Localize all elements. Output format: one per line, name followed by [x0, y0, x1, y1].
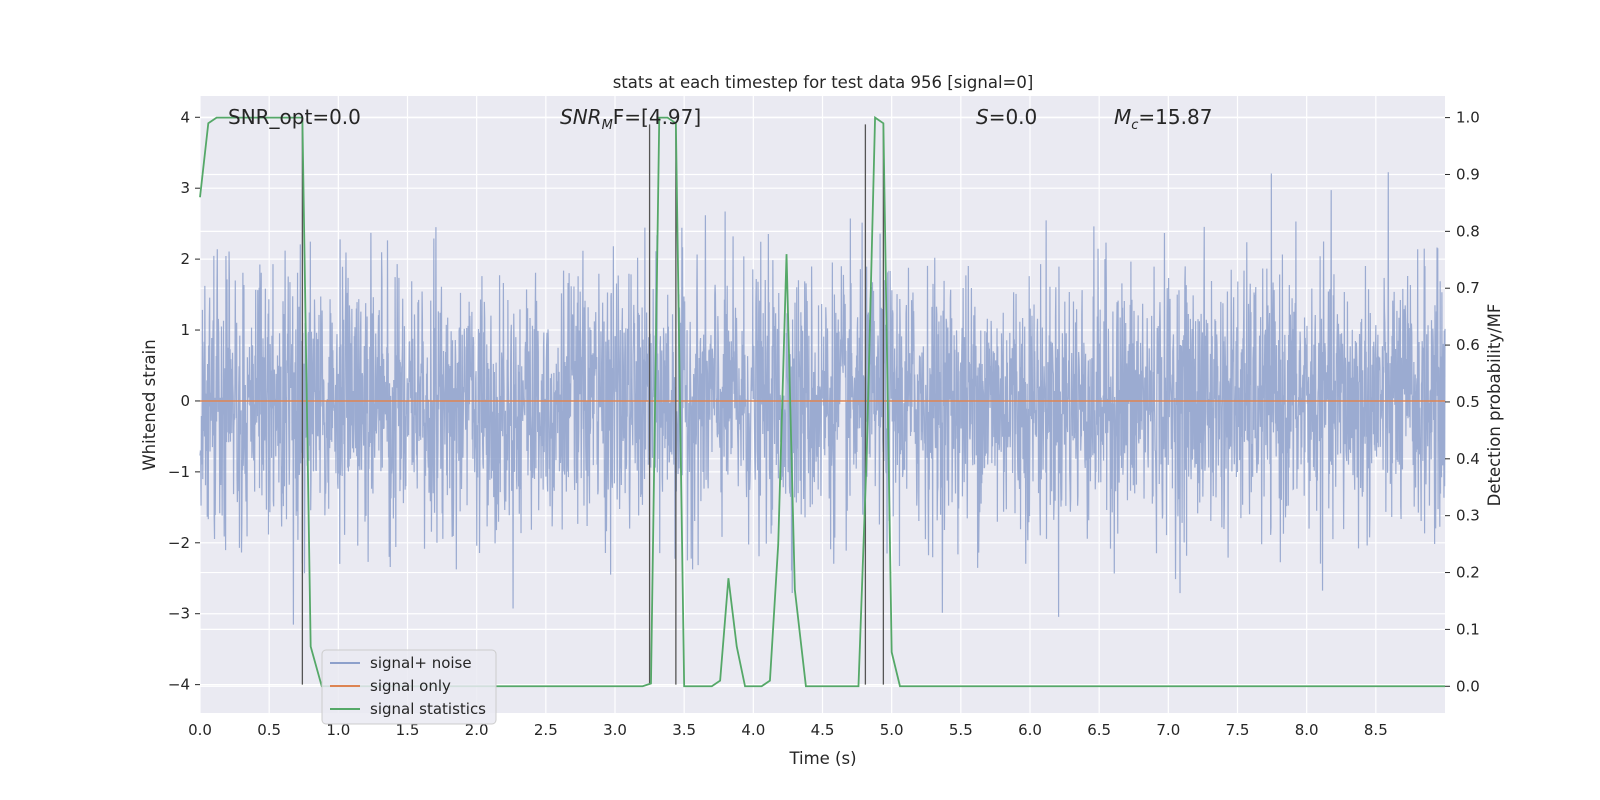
x-tick-label: 3.5: [672, 721, 696, 739]
y-tick-label-left: −1: [168, 463, 190, 481]
y-tick-label-right: 0.5: [1456, 393, 1480, 411]
legend-label-signal-statistics: signal statistics: [370, 700, 486, 718]
x-tick-label: 4.5: [811, 721, 835, 739]
y-tick-label-right: 0.0: [1456, 677, 1480, 695]
y-tick-label-left: 2: [180, 250, 190, 268]
legend: signal+ noise signal only signal statist…: [321, 649, 497, 725]
y-tick-label-right: 0.3: [1456, 507, 1480, 525]
vertical-markers: [301, 124, 885, 685]
series-signal-statistics: [199, 115, 1445, 688]
y-tick-label-right: 0.1: [1456, 620, 1480, 638]
x-tick-label: 8.5: [1364, 721, 1388, 739]
y-tick-label-right: 0.6: [1456, 336, 1480, 354]
y-axis-right-ticks: 0.0 0.1 0.2 0.3 0.4 0.5 0.6 0.7 0.8 0.9 1.0: [1445, 109, 1480, 695]
y-tick-label-left: −4: [168, 676, 190, 694]
x-tick-label: 5.5: [949, 721, 973, 739]
annotation-snr-mf: SNRMF=[4.97]: [560, 105, 701, 133]
legend-label-signal-only: signal only: [370, 677, 451, 695]
y-tick-label-left: −3: [168, 605, 190, 623]
y-tick-label-left: 0: [180, 392, 190, 410]
signal-statistics-line: [199, 115, 1445, 688]
y-tick-label-right: 0.2: [1456, 564, 1480, 582]
y-tick-label-right: 1.0: [1456, 109, 1480, 127]
y-tick-label-left: 1: [180, 321, 190, 339]
y-tick-label-right: 0.7: [1456, 279, 1480, 297]
x-tick-label: 0.5: [257, 721, 281, 739]
x-tick-label: 2.5: [534, 721, 558, 739]
y-tick-label-right: 0.4: [1456, 450, 1480, 468]
x-tick-label: 7.0: [1156, 721, 1180, 739]
x-tick-label: 5.0: [880, 721, 904, 739]
x-tick-label: 7.5: [1226, 721, 1250, 739]
x-tick-label: 3.0: [603, 721, 627, 739]
y-axis-right-label: Detection probability/MF: [1485, 304, 1504, 507]
y-tick-label-right: 0.8: [1456, 222, 1480, 240]
y-axis-left-label: Whitened strain: [140, 339, 159, 470]
y-tick-label-left: −2: [168, 534, 190, 552]
x-tick-label: 6.0: [1018, 721, 1042, 739]
chart-title: stats at each timestep for test data 956…: [613, 73, 1034, 92]
annotation-s: S=0.0: [976, 105, 1037, 129]
x-tick-label: 1.0: [326, 721, 350, 739]
x-tick-label: 4.0: [741, 721, 765, 739]
x-tick-label: 2.0: [465, 721, 489, 739]
y-tick-label-right: 0.9: [1456, 165, 1480, 183]
series-signal-noise: [199, 172, 1446, 625]
x-tick-label: 1.5: [396, 721, 420, 739]
y-axis-left-ticks: −4 −3 −2 −1 0 1 2 3 4: [168, 108, 200, 694]
annotation-snr-opt: SNR_opt=0.0: [228, 105, 361, 129]
annotation-mc: Mc=15.87: [1114, 105, 1212, 133]
x-tick-label: 6.5: [1087, 721, 1111, 739]
y-tick-label-left: 4: [180, 108, 190, 126]
x-axis-label: Time (s): [788, 749, 856, 768]
signal-noise-line: [199, 172, 1446, 625]
legend-box: [321, 649, 497, 725]
legend-label-signal-noise: signal+ noise: [370, 654, 472, 672]
x-tick-label: 8.0: [1295, 721, 1319, 739]
x-tick-label: 0.0: [188, 721, 212, 739]
y-tick-label-left: 3: [180, 179, 190, 197]
x-axis-ticks: 0.0 0.5 1.0 1.5 2.0 2.5 3.0 3.5 4.0 4.5 5.0 5.5 6.0 6…: [188, 721, 1388, 739]
